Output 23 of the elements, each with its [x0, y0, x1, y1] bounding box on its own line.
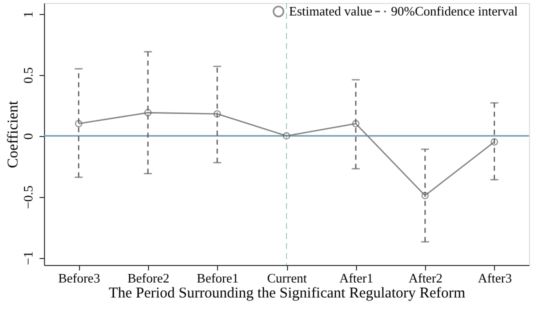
point [421, 192, 429, 200]
x-tick-label: Before3 [58, 270, 100, 286]
point [144, 109, 152, 116]
x-tick-label: After1 [339, 270, 374, 286]
legend-label: Estimated value [289, 4, 373, 18]
point [74, 120, 82, 128]
x-tick-label: After2 [408, 270, 443, 286]
x-tick-label: After3 [478, 270, 512, 286]
point [282, 132, 290, 140]
y-tick-label: −1 [20, 251, 36, 266]
y-axis-title: Coefficient [6, 100, 22, 168]
annotation: 90%Confidence interval [391, 4, 518, 18]
y-tick-label: 1 [20, 11, 36, 18]
x-tick-label: Current [267, 270, 308, 286]
x-tick-label: Before1 [196, 270, 239, 286]
y-tick-label: −0.5 [20, 185, 36, 210]
point [490, 138, 498, 146]
y-tick-label: 0.5 [20, 67, 36, 84]
x-tick-label: Before2 [127, 270, 170, 286]
y-tick-label: 0 [20, 133, 36, 140]
x-axis-title: The Period Surrounding the Significant Regulatory Reform [108, 286, 466, 302]
point [214, 110, 221, 118]
point [352, 120, 360, 128]
